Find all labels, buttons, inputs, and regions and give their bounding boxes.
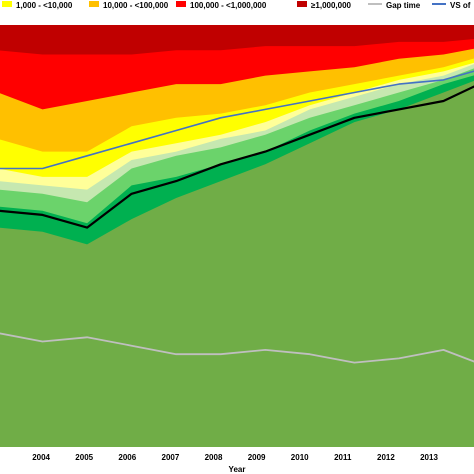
x-tick-label: 2008 — [205, 453, 223, 462]
legend-item: VS of — [432, 1, 471, 10]
x-tick-label: 2012 — [377, 453, 395, 462]
legend-item: 1,000 - <10,000 — [2, 1, 73, 10]
legend-item: 10,000 - <100,000 — [89, 1, 169, 10]
x-tick-label: 2010 — [291, 453, 309, 462]
series-line-vs-of — [0, 70, 474, 170]
legend-item: Gap time — [368, 1, 421, 10]
series-line-gap-time — [0, 332, 474, 364]
legend-label: VS of — [450, 1, 471, 10]
area-band-base — [0, 80, 474, 447]
legend-label: 100,000 - <1,000,000 — [190, 1, 267, 10]
x-tick-label: 2006 — [118, 453, 136, 462]
x-tick-label: 2007 — [162, 453, 180, 462]
x-axis: 3200420052006200720082009201020112012201… — [0, 453, 438, 462]
legend: 1,000 - <10,000 10,000 - <100,000 100,000 … — [2, 1, 471, 10]
x-tick-label: 2013 — [420, 453, 438, 462]
legend-swatch — [176, 1, 186, 7]
x-tick-label: 2009 — [248, 453, 266, 462]
legend-label: 10,000 - <100,000 — [103, 1, 169, 10]
stacked-areas — [0, 25, 474, 447]
series-lines — [0, 70, 474, 364]
legend-item: 100,000 - <1,000,000 — [176, 1, 267, 10]
legend-item: ≥1,000,000 — [297, 1, 352, 10]
x-tick-label: 2011 — [334, 453, 352, 462]
x-tick-label: 2005 — [75, 453, 93, 462]
legend-swatch — [297, 1, 307, 7]
legend-label: ≥1,000,000 — [311, 1, 352, 10]
x-axis-title: Year — [229, 465, 246, 474]
legend-swatch — [89, 1, 99, 7]
legend-swatch — [2, 1, 12, 7]
series-line-black — [0, 85, 474, 229]
legend-label: 1,000 - <10,000 — [16, 1, 73, 10]
legend-label: Gap time — [386, 1, 421, 10]
x-tick-label: 2004 — [32, 453, 50, 462]
